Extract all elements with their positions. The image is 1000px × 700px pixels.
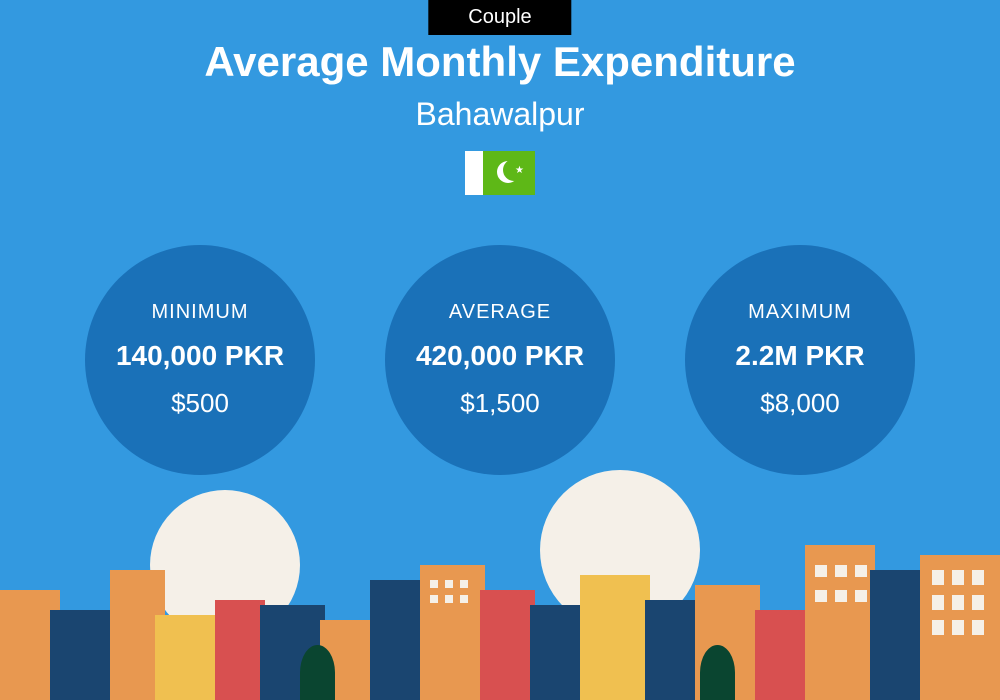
pakistan-flag-icon: ★ (465, 151, 535, 195)
stat-circles: MINIMUM 140,000 PKR $500 AVERAGE 420,000… (0, 245, 1000, 475)
stat-value-usd: $500 (171, 388, 229, 419)
page-title: Average Monthly Expenditure (0, 38, 1000, 86)
average-stat-circle: AVERAGE 420,000 PKR $1,500 (385, 245, 615, 475)
stat-label: AVERAGE (449, 301, 551, 324)
maximum-stat-circle: MAXIMUM 2.2M PKR $8,000 (685, 245, 915, 475)
stat-value-local: 420,000 PKR (416, 340, 584, 372)
stat-value-usd: $8,000 (760, 388, 840, 419)
city-name: Bahawalpur (0, 96, 1000, 133)
category-badge: Couple (428, 0, 571, 35)
minimum-stat-circle: MINIMUM 140,000 PKR $500 (85, 245, 315, 475)
stat-value-local: 2.2M PKR (735, 340, 864, 372)
cityscape-illustration (0, 500, 1000, 700)
stat-value-local: 140,000 PKR (116, 340, 284, 372)
stat-value-usd: $1,500 (460, 388, 540, 419)
stat-label: MAXIMUM (748, 301, 852, 324)
stat-label: MINIMUM (152, 301, 249, 324)
